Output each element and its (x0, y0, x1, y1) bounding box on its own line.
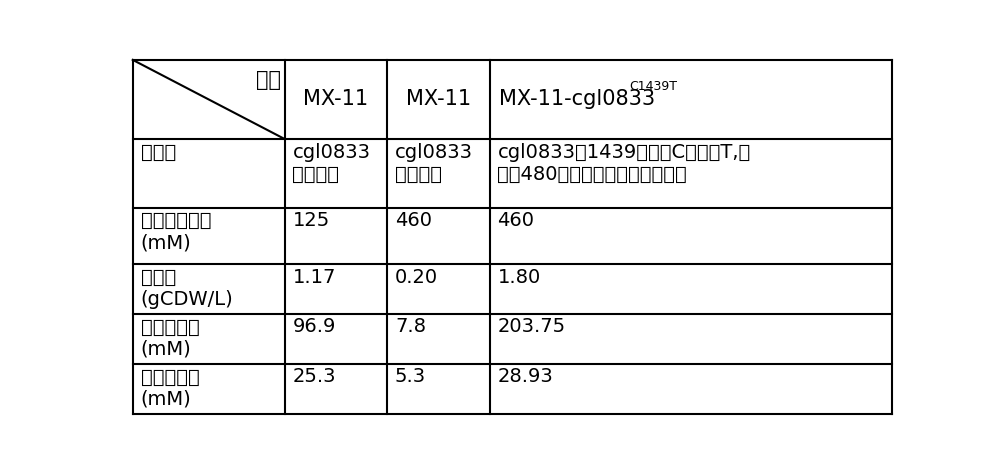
Text: 5.3: 5.3 (395, 367, 426, 386)
Text: 1.17: 1.17 (292, 267, 336, 287)
Text: 菌株: 菌株 (256, 70, 281, 90)
Text: cgl0833第1439位碱基C突变为T,对
应第480位丝氨酸突变为苯丙氨酸: cgl0833第1439位碱基C突变为T,对 应第480位丝氨酸突变为苯丙氨酸 (497, 143, 751, 183)
Text: 0.20: 0.20 (395, 267, 438, 287)
Text: 木糖消耗量
(mM): 木糖消耗量 (mM) (140, 367, 199, 408)
Text: 96.9: 96.9 (292, 318, 336, 336)
Text: cgl0833
为野生型: cgl0833 为野生型 (292, 143, 370, 183)
Text: 基因型: 基因型 (140, 143, 176, 162)
Text: 甲醇消耗量
(mM): 甲醇消耗量 (mM) (140, 318, 199, 358)
Text: C1439T: C1439T (629, 80, 677, 93)
Text: 7.8: 7.8 (395, 318, 426, 336)
Text: 生物量
(gCDW/L): 生物量 (gCDW/L) (140, 267, 233, 309)
Text: 460: 460 (497, 212, 534, 230)
Text: 460: 460 (395, 212, 432, 230)
Text: MX-11: MX-11 (303, 90, 368, 109)
Text: 28.93: 28.93 (497, 367, 553, 386)
Text: MX-11: MX-11 (406, 90, 471, 109)
Text: 初始甲醇浓度
(mM): 初始甲醇浓度 (mM) (140, 212, 211, 252)
Text: 1.80: 1.80 (497, 267, 541, 287)
Text: 125: 125 (292, 212, 330, 230)
Text: 203.75: 203.75 (497, 318, 566, 336)
Text: 25.3: 25.3 (292, 367, 336, 386)
Text: cgl0833
为野生型: cgl0833 为野生型 (395, 143, 473, 183)
Text: MX-11-cgl0833: MX-11-cgl0833 (499, 90, 655, 109)
